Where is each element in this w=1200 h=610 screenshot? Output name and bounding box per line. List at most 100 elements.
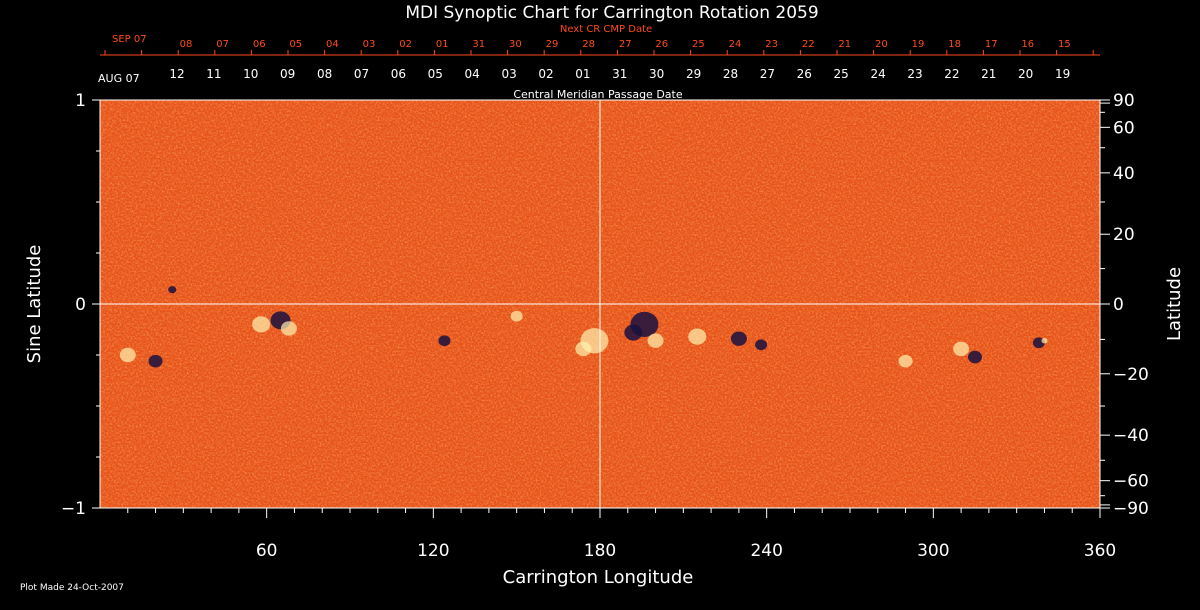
cmp-label: 04 bbox=[465, 67, 480, 81]
next-cr-label: 07 bbox=[216, 39, 229, 50]
next-cr-label: 25 bbox=[692, 39, 705, 50]
y-axis-left-title: Sine Latitude bbox=[24, 245, 45, 364]
next-cr-label: 16 bbox=[1021, 39, 1034, 50]
next-cr-label: 22 bbox=[802, 39, 815, 50]
x-tick-label: 120 bbox=[417, 541, 449, 561]
cmp-label: 12 bbox=[169, 67, 184, 81]
positive-flux-region bbox=[575, 341, 592, 357]
y-right-tick-label: 40 bbox=[1113, 164, 1135, 184]
cmp-label: 29 bbox=[686, 67, 701, 81]
next-cr-label: 31 bbox=[472, 39, 485, 50]
negative-flux-region bbox=[148, 354, 163, 368]
y-left-tick-label: 1 bbox=[75, 91, 86, 111]
x-tick-label: 60 bbox=[256, 541, 278, 561]
next-cr-label: 20 bbox=[875, 39, 888, 50]
y-right-tick-label: 60 bbox=[1113, 118, 1135, 138]
positive-flux-region bbox=[688, 328, 707, 345]
next-cr-label: 03 bbox=[363, 39, 376, 50]
next-cr-label: 05 bbox=[289, 39, 302, 50]
y-axis-right: 90 60 40 20 0 −20 −40 −60 −90 bbox=[1100, 91, 1149, 519]
positive-flux-region bbox=[1041, 338, 1048, 344]
positive-flux-region bbox=[953, 341, 970, 357]
next-cr-label: 21 bbox=[838, 39, 851, 50]
chart-title: MDI Synoptic Chart for Carrington Rotati… bbox=[405, 3, 818, 23]
positive-flux-region bbox=[252, 316, 271, 333]
next-cr-label: 29 bbox=[546, 39, 559, 50]
y-axis-right-title: Latitude bbox=[1164, 267, 1185, 341]
y-right-tick-label: −90 bbox=[1113, 499, 1149, 519]
cmp-label: 19 bbox=[1055, 67, 1070, 81]
cmp-label: 31 bbox=[612, 67, 627, 81]
plot-made-label: Plot Made 24-Oct-2007 bbox=[20, 583, 124, 593]
negative-flux-region bbox=[755, 339, 768, 351]
cmp-label: 08 bbox=[317, 67, 332, 81]
cmp-labels: 12 11 10 09 08 07 06 05 04 03 02 01 31 30 29 28 27 26 25 24… bbox=[169, 67, 1070, 81]
next-cr-label: 23 bbox=[765, 39, 778, 50]
next-cr-label: 15 bbox=[1058, 39, 1071, 50]
negative-flux-region bbox=[624, 324, 643, 341]
next-cr-label: 28 bbox=[582, 39, 595, 50]
cmp-label: 24 bbox=[870, 67, 885, 81]
next-cr-label: 06 bbox=[253, 39, 266, 50]
cmp-label: 09 bbox=[280, 67, 295, 81]
cmp-label: 03 bbox=[501, 67, 516, 81]
cmp-label: 06 bbox=[391, 67, 406, 81]
y-right-tick-label: −60 bbox=[1113, 472, 1149, 492]
x-tick-label: 300 bbox=[917, 541, 949, 561]
positive-flux-region bbox=[898, 354, 913, 368]
y-left-tick-label: −1 bbox=[61, 499, 86, 519]
next-cr-labels: 08 07 06 05 04 03 02 01 31 30 29 28 27 26 25 24 23 22 21 20… bbox=[180, 39, 1071, 50]
next-cr-axis-title: Next CR CMP Date bbox=[560, 24, 652, 35]
next-cr-axis: Next CR CMP Date SEP 07 08 07 06 05 04 03 02 01… bbox=[100, 24, 1100, 56]
positive-flux-region bbox=[647, 333, 664, 348]
positive-flux-region bbox=[280, 321, 297, 336]
cmp-label: 02 bbox=[538, 67, 553, 81]
x-tick-label: 240 bbox=[750, 541, 782, 561]
x-axis-title: Carrington Longitude bbox=[503, 567, 694, 588]
x-tick-label: 360 bbox=[1084, 541, 1116, 561]
negative-flux-region bbox=[968, 350, 982, 364]
next-cr-label: 01 bbox=[436, 39, 449, 50]
x-tick-label: 180 bbox=[584, 541, 616, 561]
y-left-tick-label: 0 bbox=[75, 295, 86, 315]
y-right-tick-label: −20 bbox=[1113, 365, 1149, 385]
next-cr-label: 27 bbox=[619, 39, 632, 50]
y-right-tick-label: 20 bbox=[1113, 225, 1135, 245]
positive-flux-region bbox=[119, 347, 136, 363]
cmp-axis-title: Central Meridian Passage Date bbox=[513, 88, 682, 101]
cmp-label: 11 bbox=[206, 67, 221, 81]
cmp-label: 27 bbox=[760, 67, 775, 81]
next-cr-label: 02 bbox=[399, 39, 412, 50]
cmp-label: 25 bbox=[834, 67, 849, 81]
cmp-label: 10 bbox=[243, 67, 258, 81]
y-right-tick-label: 90 bbox=[1113, 91, 1135, 111]
next-cr-ticks bbox=[104, 50, 1094, 55]
cmp-label: 26 bbox=[797, 67, 812, 81]
next-cr-label: 24 bbox=[729, 39, 742, 50]
next-cr-label: 26 bbox=[655, 39, 668, 50]
next-cr-label: 04 bbox=[326, 39, 339, 50]
cmp-label: 01 bbox=[575, 67, 590, 81]
cmp-label: 30 bbox=[649, 67, 664, 81]
x-axis: 60 120 180 240 300 360 bbox=[127, 508, 1116, 561]
negative-flux-region bbox=[168, 286, 177, 294]
next-cr-label: 30 bbox=[509, 39, 522, 50]
next-cr-label: 19 bbox=[912, 39, 925, 50]
negative-flux-region bbox=[730, 331, 747, 346]
cmp-label: 22 bbox=[944, 67, 959, 81]
cmp-axis: AUG 07 12 11 10 09 08 07 06 05 04 03 02 01 31 30 29 28 2… bbox=[98, 67, 1070, 101]
y-axis-left: 1 0 −1 bbox=[61, 91, 100, 519]
negative-flux-region bbox=[438, 335, 451, 347]
cmp-label: 28 bbox=[723, 67, 738, 81]
cmp-label: 23 bbox=[907, 67, 922, 81]
cmp-axis-start-label: AUG 07 bbox=[98, 72, 140, 85]
cmp-label: 20 bbox=[1018, 67, 1033, 81]
next-cr-label: 08 bbox=[180, 39, 193, 50]
next-cr-label: 18 bbox=[948, 39, 961, 50]
positive-flux-region bbox=[510, 310, 523, 322]
cmp-label: 05 bbox=[428, 67, 443, 81]
y-right-tick-label: 0 bbox=[1113, 295, 1124, 315]
next-cr-start-label: SEP 07 bbox=[112, 34, 147, 45]
cmp-label: 07 bbox=[354, 67, 369, 81]
